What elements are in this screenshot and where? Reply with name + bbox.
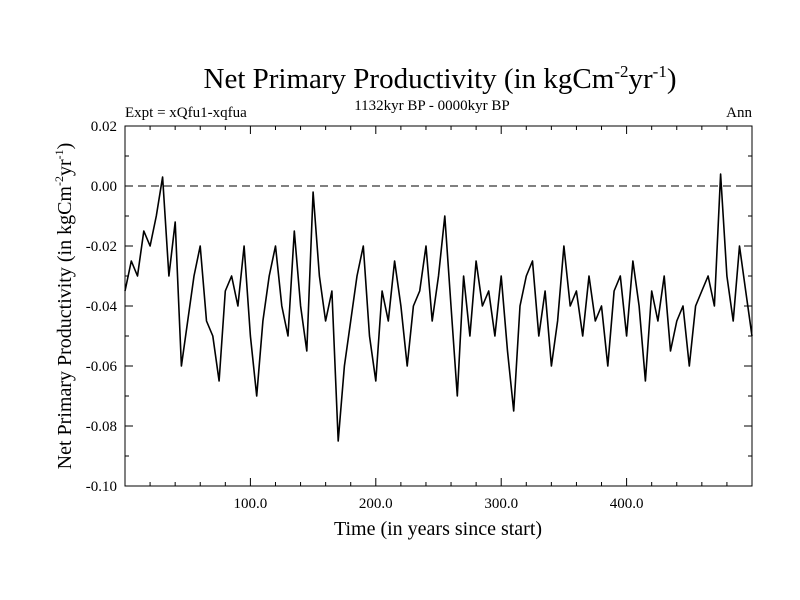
y-tick-label: -0.02	[86, 239, 117, 255]
subtitle-period: 1132kyr BP - 0000kyr BP	[354, 98, 510, 114]
x-axis: 100.0 200.0 300.0 400.0	[149, 126, 728, 512]
y-axis-label-end: )	[54, 143, 76, 150]
y-axis-label-mid: yr	[54, 159, 76, 176]
y-axis-label-main: Net Primary Productivity (in kgCm	[54, 186, 76, 470]
npp-series-line	[124, 173, 753, 442]
subtitle-season: Ann	[726, 105, 752, 121]
chart-title-sup2: -1	[653, 62, 667, 81]
x-tick-label: 400.0	[610, 496, 644, 512]
y-tick-label: -0.04	[86, 299, 118, 315]
y-tick-label: 0.00	[91, 179, 117, 195]
y-axis-label: Net Primary Productivity (in kgCm-2yr-1)	[52, 143, 76, 470]
chart-title-sup1: -2	[614, 62, 628, 81]
chart-title-mid: yr	[628, 63, 653, 95]
x-tick-label: 100.0	[234, 496, 268, 512]
chart-title-main: Net Primary Productivity (in kgCm	[204, 63, 615, 95]
y-tick-label: 0.02	[91, 119, 117, 135]
chart-title: Net Primary Productivity (in kgCm-2yr-1)	[204, 62, 677, 95]
x-tick-label: 300.0	[484, 496, 518, 512]
y-tick-label: -0.10	[86, 479, 117, 495]
subtitle-experiment: Expt = xQfu1-xqfua	[125, 105, 247, 121]
chart-title-end: )	[667, 63, 677, 95]
y-axis-label-sup1: -2	[52, 176, 66, 186]
y-axis-label-sup2: -1	[52, 149, 66, 159]
x-axis-label: Time (in years since start)	[334, 518, 542, 540]
y-axis: 0.02 0.00 -0.02 -0.04 -0.06 -0.08 -0.10	[86, 119, 752, 495]
y-tick-label: -0.06	[86, 359, 118, 375]
plot-frame	[124, 125, 753, 487]
y-tick-label: -0.08	[86, 419, 117, 435]
x-tick-label: 200.0	[359, 496, 393, 512]
